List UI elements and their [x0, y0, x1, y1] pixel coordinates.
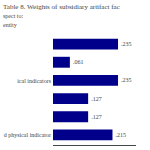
svg-text:.127: .127 [91, 114, 102, 120]
svg-text:.235: .235 [121, 41, 131, 47]
svg-text:.061: .061 [73, 59, 84, 65]
svg-text:.215: .215 [115, 132, 126, 138]
svg-text:.235: .235 [121, 77, 131, 83]
svg-text:ical indicators: ical indicators [17, 78, 51, 84]
svg-text:Table 8. Weights of subsidiary: Table 8. Weights of subsidiary artifact … [3, 3, 120, 28]
svg-text:d physical indicator: d physical indicator [4, 132, 51, 138]
svg-text:.127: .127 [91, 96, 102, 102]
